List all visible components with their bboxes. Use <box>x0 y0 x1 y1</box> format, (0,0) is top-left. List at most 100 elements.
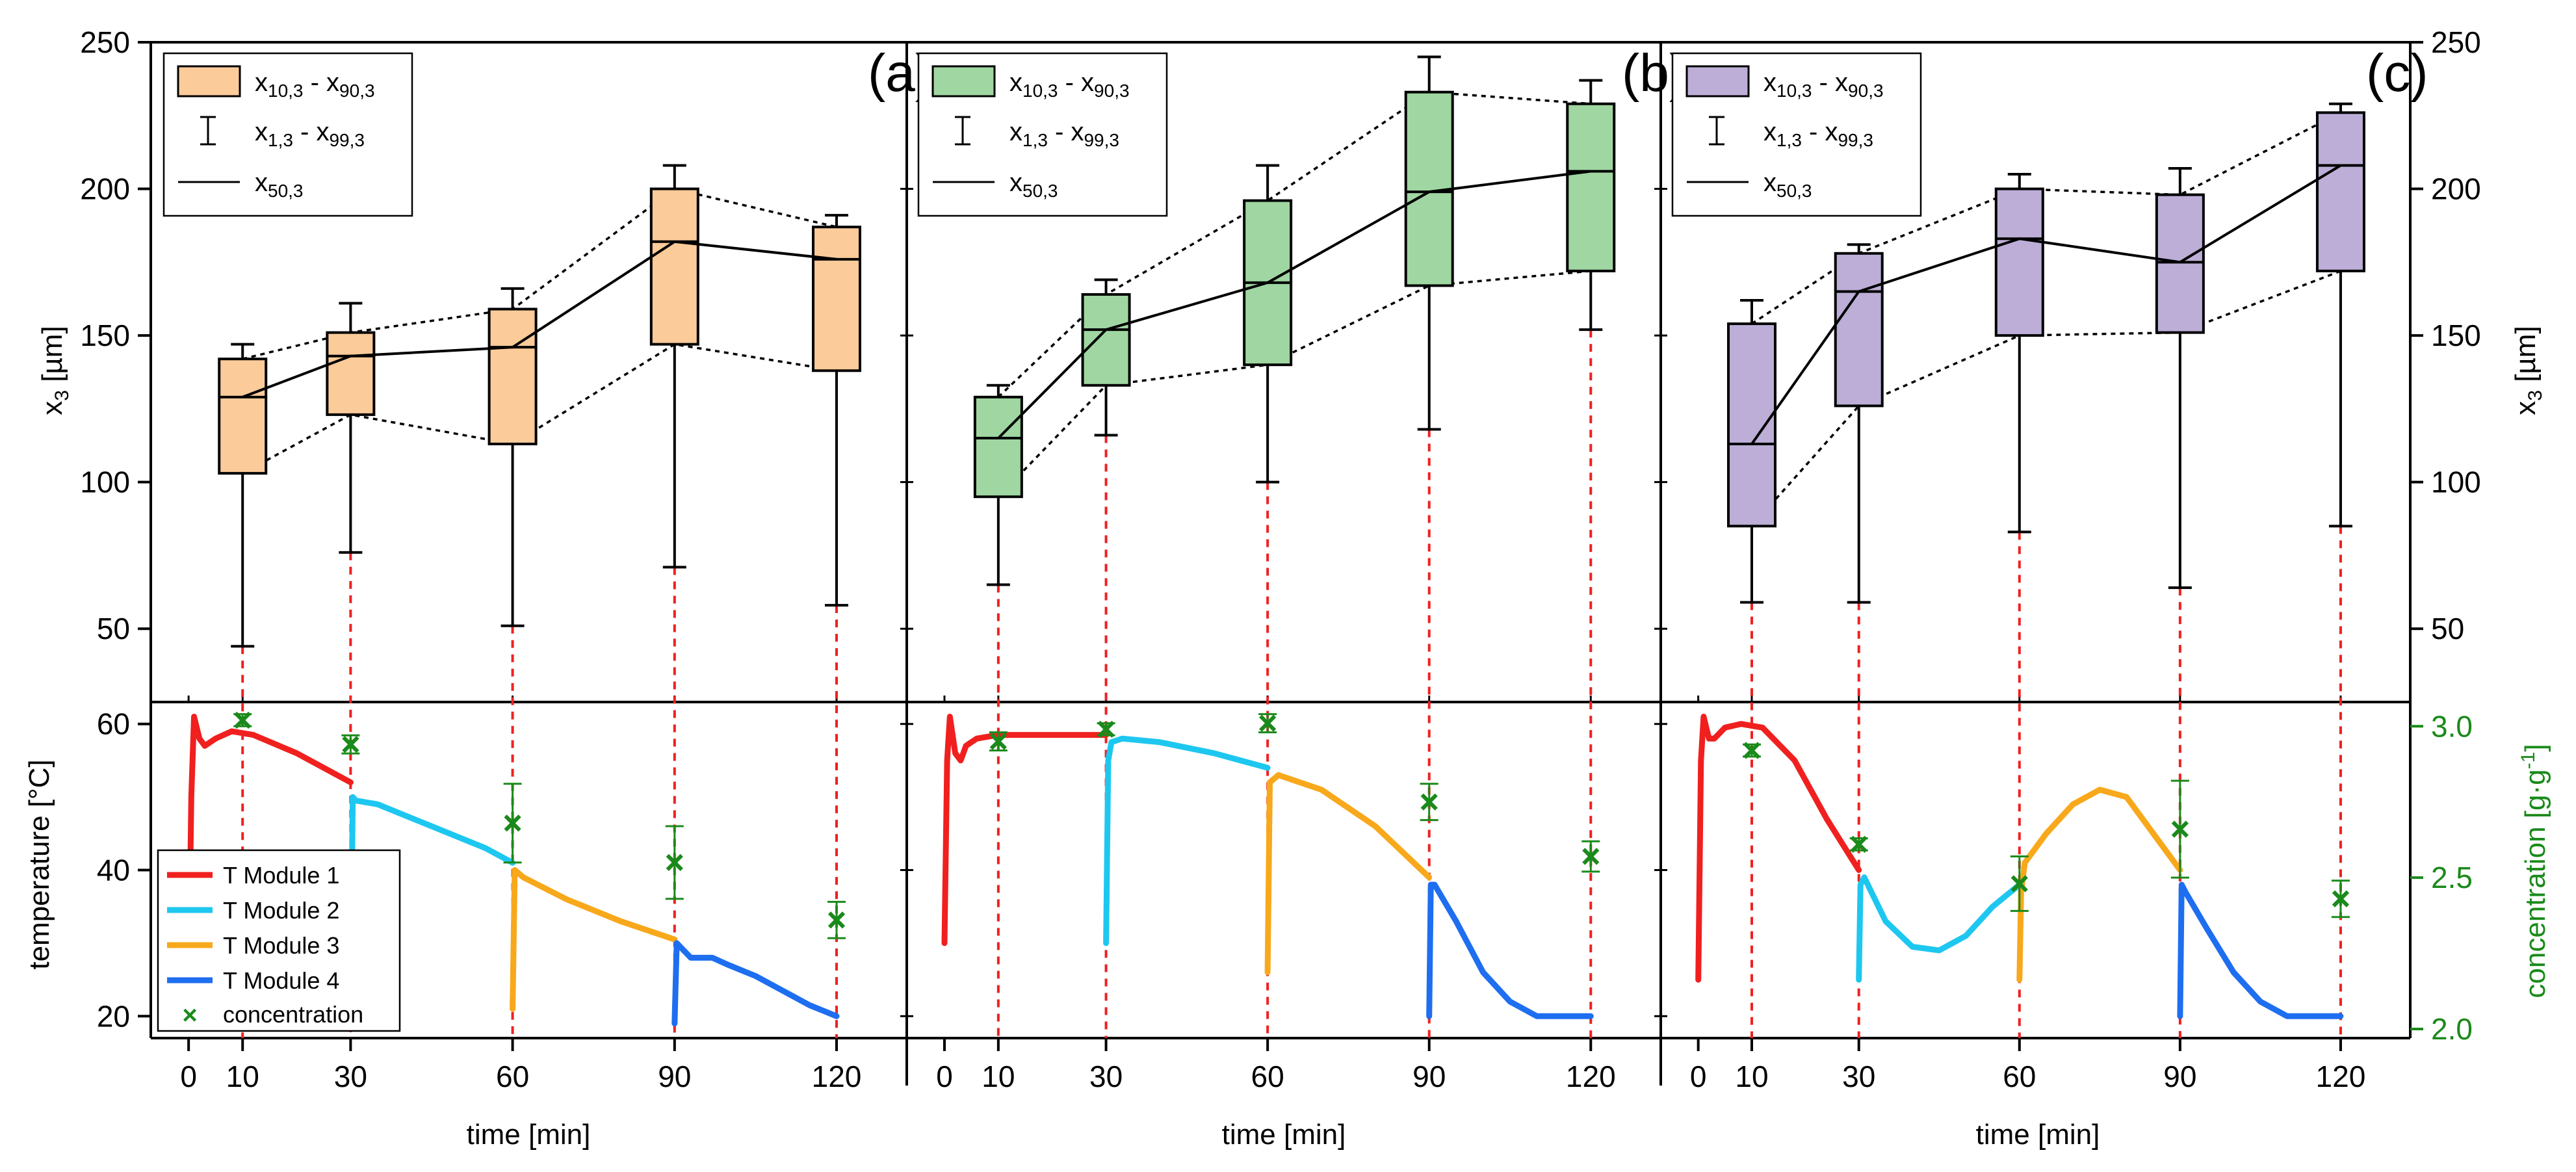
legend-module3-label: T Module 3 <box>223 932 339 959</box>
xtick-label: 120 <box>2316 1060 2366 1093</box>
xtick-label: 60 <box>2003 1060 2036 1093</box>
concentration-point <box>503 783 522 864</box>
box-rect <box>1566 102 1616 272</box>
concentration-point <box>1743 742 1762 759</box>
legend-box-swatch <box>177 65 241 98</box>
ytick-label-top-right: 50 <box>2431 612 2464 645</box>
box-rect <box>2155 193 2205 334</box>
concentration-point <box>827 900 846 939</box>
box-rect <box>1727 322 1777 528</box>
legend-bottom: T Module 1 T Module 2 T Module 3 T Modul… <box>157 849 401 1032</box>
legend-module2-label: T Module 2 <box>223 897 339 924</box>
concentration-marker-b <box>1097 720 1115 738</box>
bottom-left-ylabel: temperature [°C] <box>23 759 55 969</box>
ytick-label-top-left: 150 <box>80 319 130 352</box>
series-t-module-1 <box>1695 714 1862 983</box>
ytick-label-bottom-left: 60 <box>97 707 130 741</box>
concentration-point <box>1258 713 1277 734</box>
series-t-module-4 <box>2177 881 2344 1019</box>
legend-median-label: x50,3 <box>1763 168 1812 201</box>
xtick-label: 0 <box>936 1060 953 1093</box>
xtick-label: 90 <box>1412 1060 1446 1093</box>
legend-top-c: x10,3 - x90,3 x1,3 - x99,3 x50,3 <box>1671 52 1922 217</box>
xtick-label: 10 <box>982 1060 1015 1093</box>
xtick-label: 90 <box>658 1060 691 1093</box>
concentration-point <box>1420 783 1438 822</box>
series-t-module-4 <box>671 940 840 1026</box>
legend-module4-label: T Module 4 <box>223 967 339 994</box>
box-rect <box>218 358 268 475</box>
concentration-point <box>1097 720 1115 738</box>
xtick-label: 60 <box>496 1060 529 1093</box>
box-120 <box>812 214 862 607</box>
series-t-module-1 <box>185 714 354 998</box>
ytick-label-top-right: 150 <box>2431 319 2481 352</box>
ytick-label-bottom-left: 20 <box>97 999 130 1033</box>
concentration-point <box>665 825 684 900</box>
envelope-upper <box>997 90 1591 398</box>
box-plots <box>218 55 2365 648</box>
legend-whisker-label: x1,3 - x99,3 <box>255 118 365 150</box>
median-trend-line <box>1750 164 2341 445</box>
ytick-label-conc: 2.5 <box>2431 861 2473 894</box>
legend-frame <box>157 849 401 1032</box>
median-trend-line <box>997 170 1591 439</box>
xlabel-c: time [min] <box>1976 1119 2100 1151</box>
concentration-point <box>2010 855 2029 912</box>
concentration-marker-b <box>504 814 521 832</box>
legend-whisker-icon <box>955 116 970 146</box>
box-rect <box>2315 111 2365 272</box>
box-30 <box>326 302 376 554</box>
concentration-marker-b <box>666 853 683 871</box>
concentration-marker-b <box>989 733 1007 750</box>
box-90 <box>649 164 699 569</box>
box-90 <box>1404 55 1454 431</box>
box-rect <box>973 395 1023 499</box>
concentration-marker-b <box>234 711 252 729</box>
legend-median-label: x50,3 <box>1009 168 1058 201</box>
ytick-label-top-left: 250 <box>80 25 130 59</box>
xtick-label: 0 <box>180 1060 197 1093</box>
legend-top-b: x10,3 - x90,3 x1,3 - x99,3 x50,3 <box>917 52 1168 217</box>
xlabel-a: time [min] <box>467 1119 591 1151</box>
ytick-label-top-left: 50 <box>97 612 130 645</box>
concentration-marker-b <box>2171 820 2189 838</box>
legend-module1-label: T Module 1 <box>223 862 339 889</box>
concentration-point <box>989 731 1008 752</box>
legend-concentration-marker: × <box>182 1001 197 1030</box>
legend-whisker-icon <box>200 116 216 146</box>
ytick-label-top-left: 200 <box>80 172 130 206</box>
ytick-label-conc: 3.0 <box>2431 709 2473 743</box>
box-60 <box>1243 164 1293 484</box>
series-t-module-3 <box>2016 787 2183 983</box>
concentration-point <box>2331 879 2350 918</box>
xtick-label: 60 <box>1251 1060 1284 1093</box>
concentration-point <box>1581 840 1600 873</box>
xtick-label: 30 <box>1842 1060 1875 1093</box>
ytick-label-top-left: 100 <box>80 465 130 499</box>
box-60 <box>488 287 538 627</box>
xtick-label: 120 <box>1566 1060 1616 1093</box>
concentration-marker-b <box>1259 714 1277 732</box>
box-10 <box>973 384 1023 586</box>
series-t-module-2 <box>1856 874 2023 983</box>
series-t-module-3 <box>510 867 678 1012</box>
series-t-module-4 <box>1426 881 1594 1019</box>
xtick-label: 120 <box>812 1060 862 1093</box>
legend-box-swatch <box>1685 65 1750 98</box>
box-60 <box>1994 173 2044 534</box>
concentration-marker-b <box>2010 875 2028 892</box>
xtick-label: 90 <box>2163 1060 2196 1093</box>
box-120 <box>2315 102 2365 528</box>
box-rect <box>1081 293 1131 387</box>
box-rect <box>488 307 538 446</box>
concentration-point <box>341 734 360 755</box>
envelope-lower <box>997 270 1591 498</box>
panel-label-c: (c) <box>2366 44 2428 103</box>
temperature-lines <box>185 714 2344 1026</box>
xtick-label: 0 <box>1690 1060 1707 1093</box>
ytick-label-top-right: 200 <box>2431 172 2481 206</box>
legend-top-a: x10,3 - x90,3 x1,3 - x99,3 x50,3 <box>163 52 413 217</box>
xtick-label: 30 <box>334 1060 367 1093</box>
